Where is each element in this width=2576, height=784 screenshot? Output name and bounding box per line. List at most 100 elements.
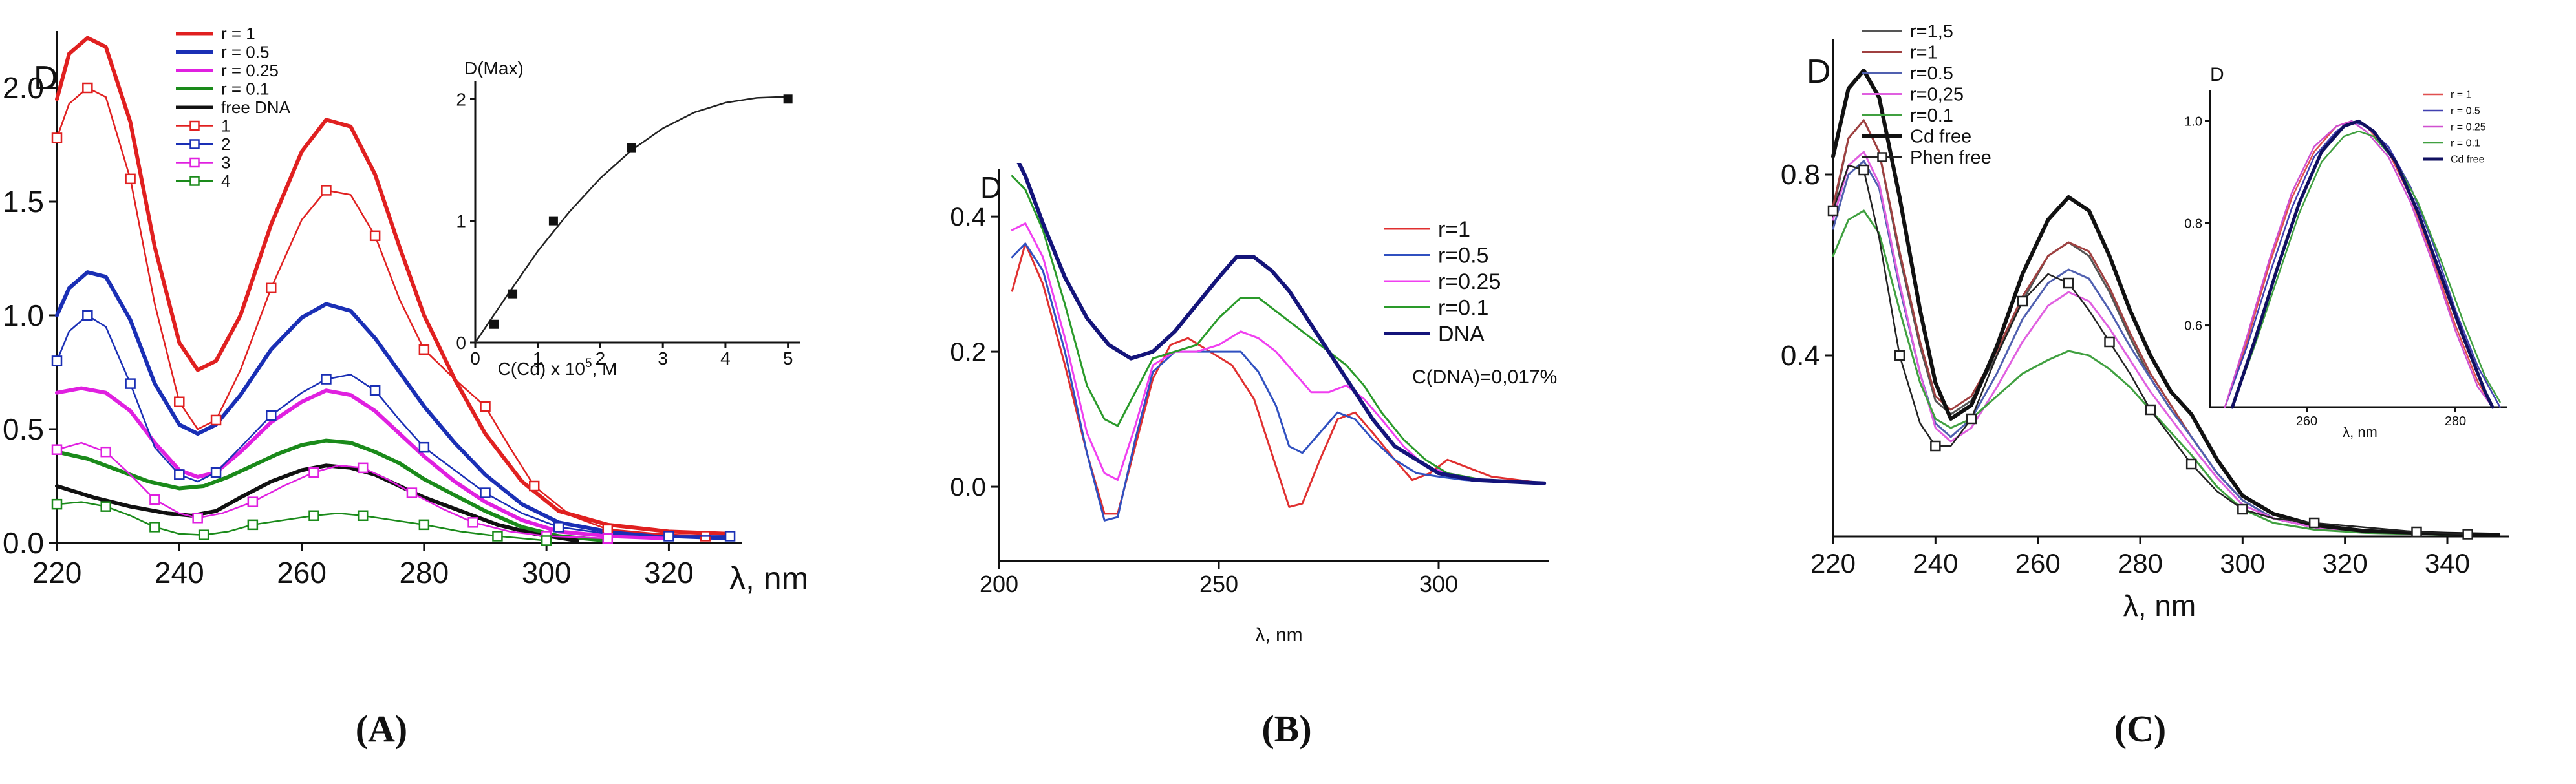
panel-a-series-marker	[321, 374, 332, 385]
panel-a-series-marker	[266, 410, 277, 421]
panel-a-series-marker	[724, 531, 736, 542]
panel-a-legend-marker	[189, 120, 200, 131]
panel-c-series-marker	[2237, 503, 2248, 515]
panel-b-x-tick-label: 250	[1199, 571, 1238, 597]
panel-c-series-marker	[2411, 526, 2422, 538]
inset-a-point	[508, 289, 518, 299]
panel-a-series-marker	[192, 513, 203, 524]
panel-a-series-marker	[492, 531, 503, 542]
panel-a-series-marker	[369, 385, 381, 396]
panel-a-x-tick-label: 260	[277, 556, 327, 589]
inset-a-point	[783, 94, 793, 104]
panel-a-series-marker	[528, 480, 540, 492]
inset-c-series-line	[2231, 130, 2501, 408]
panel-a-series-line	[55, 438, 610, 543]
panel-a-series-marker	[480, 401, 491, 412]
panel-a-series-marker	[149, 522, 160, 533]
panel-b-annotation: C(DNA)=0,017%	[1412, 366, 1557, 388]
panel-b-x-tick-label: 300	[1419, 571, 1458, 597]
panel-a-series-marker	[418, 344, 430, 355]
inset-c-y-tick-label: 1.0	[2184, 114, 2202, 129]
panel-c-legend-label: Cd free	[1910, 127, 1971, 147]
inset-a-ylabel: D(Max)	[464, 58, 524, 78]
inset-c-legend-label: r = 0.5	[2451, 106, 2480, 117]
panel-a-y-tick-label: 0.0	[3, 526, 44, 560]
inset-c-series-line	[2224, 120, 2501, 408]
panel-a-y-tick-label: 1.5	[3, 185, 44, 218]
inset-c-y-tick-label: 0.6	[2184, 319, 2202, 334]
panel-c-series-marker	[1894, 350, 1905, 361]
inset-c-xlabel: λ, nm	[2343, 424, 2377, 440]
panel-b-x-tick-label: 200	[980, 571, 1018, 597]
panel-a-series-marker	[247, 496, 259, 507]
inset-a-point	[489, 319, 499, 329]
panel-a-legend-label: 3	[221, 153, 230, 173]
panel-c-x-tick-label: 260	[2015, 548, 2061, 578]
panel-a-series-marker	[467, 517, 478, 528]
panel-b-legend-label: r=0.5	[1438, 243, 1488, 268]
inset-a-xlabel-sup: 5	[585, 357, 592, 370]
panel-a-series-marker	[51, 132, 63, 143]
inset-a-y-tick-label: 0	[456, 333, 466, 353]
panel-c-y-tick-label: 0.4	[1781, 340, 1820, 372]
panel-a-y-tick-label: 0.5	[3, 412, 44, 446]
inset-a-x-tick-label: 0	[470, 348, 480, 368]
panel-a-x-tick-label: 320	[644, 556, 694, 589]
panel-c-series-line	[1832, 164, 2469, 535]
inset-c-legend-label: r = 1	[2451, 90, 2472, 101]
panel-b-xlabel: λ, nm	[1255, 624, 1302, 646]
panel-a-axes	[56, 31, 742, 544]
panel-c-series-marker	[2462, 529, 2473, 540]
panel-b-legend-label: r=0.25	[1438, 270, 1501, 294]
panel-a-series-marker	[480, 487, 491, 498]
inset-a-xlabel: C(Cd) x 105, M	[498, 357, 617, 379]
inset-a-y-tick-label: 1	[456, 211, 466, 231]
panel-c-series-marker	[2145, 404, 2156, 416]
panel-a-series-marker	[308, 467, 319, 478]
panel-c-series-marker	[2185, 458, 2197, 470]
panel-b-y-tick-label: 0.4	[950, 203, 986, 231]
panel-c-legend-label: Phen free	[1910, 147, 1991, 168]
panel-c-series-marker	[1827, 205, 1839, 217]
panel-c-legend-label: r=1,5	[1910, 21, 1953, 42]
panel-a-y-tick-label: 2.0	[3, 71, 44, 105]
panel-b-legend-label: DNA	[1438, 322, 1485, 346]
panel-a-legend-label: 2	[221, 134, 230, 154]
panel-a-series-marker	[602, 533, 614, 544]
panel-a-legend-label: 4	[221, 171, 230, 191]
panel-a-legend-label: 1	[221, 116, 230, 136]
panel-a-series-line	[55, 386, 671, 540]
panel-a-series-marker	[174, 469, 185, 480]
panel-a-series-marker	[321, 185, 332, 196]
panel-a-series-line	[56, 87, 707, 537]
panel-a: D λ, nm (A) 220 240 260 280 300 3200.00.51.01…	[3, 24, 808, 750]
panel-b-series-line	[1011, 222, 1545, 485]
inset-a-point	[627, 143, 636, 153]
panel-a-series-marker	[210, 414, 222, 426]
panel-a-series-marker	[602, 524, 614, 535]
panel-a-series-marker	[198, 529, 209, 540]
panel-b-series-line	[1011, 242, 1545, 522]
panel-a-series-marker	[553, 522, 564, 533]
panel-c-legend-label: r=0,25	[1910, 85, 1964, 105]
panel-c-legend-label: r=0.1	[1910, 105, 1953, 126]
panel-b: D λ, nm C(DNA)=0,017% (B) 200 250 3000.00.…	[950, 163, 1557, 750]
inset-a-x-tick-label: 3	[658, 348, 668, 368]
panel-b-label: (B)	[1261, 708, 1311, 750]
panel-c-series-marker	[1930, 440, 1941, 452]
panel-c-series-line	[1832, 119, 2500, 536]
inset-a-xlabel-main: C(Cd) x 10	[498, 359, 585, 379]
inset-a-x-tick-label: 5	[783, 348, 793, 368]
panel-a-x-tick-label: 240	[155, 556, 204, 589]
inset-c-series-line	[2231, 119, 2495, 409]
panel-a-y-tick-label: 1.0	[3, 299, 44, 332]
inset-a-x-tick-label: 1	[533, 348, 543, 368]
panel-c-legend-label: r=0.5	[1910, 63, 1953, 84]
inset-a-x-tick-label: 2	[596, 348, 606, 368]
panel-c-series-marker	[2063, 277, 2074, 289]
panel-c-series-line	[1832, 151, 2500, 536]
inset-c-y-tick-label: 0.8	[2184, 217, 2202, 231]
